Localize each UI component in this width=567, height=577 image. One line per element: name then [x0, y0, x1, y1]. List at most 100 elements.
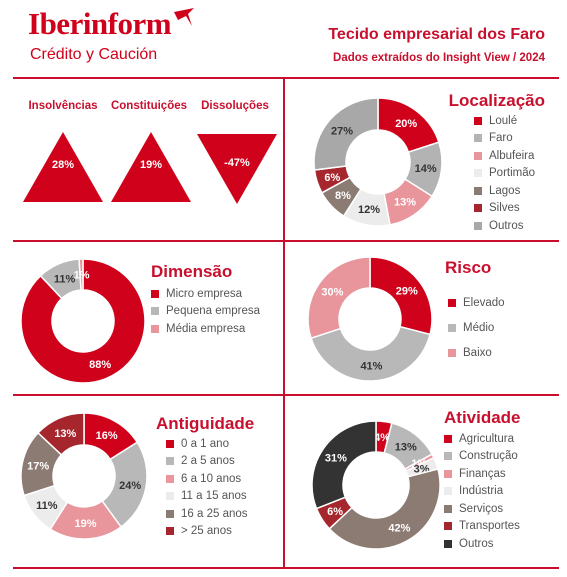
- legend-item: Pequena empresa: [151, 303, 260, 321]
- indicator-value: -47%: [224, 157, 250, 169]
- legend-swatch: [151, 289, 159, 298]
- legend-label: Transportes: [459, 520, 520, 533]
- page-subtitle: Dados extraídos do Insight View / 2024: [333, 52, 545, 64]
- legend-label: 0 a 1 ano: [181, 437, 229, 450]
- legend-label: 6 a 10 anos: [181, 472, 242, 485]
- legend-item: Elevado: [448, 290, 505, 315]
- slice-label: 19%: [74, 518, 96, 530]
- divider-bottom: [13, 567, 559, 569]
- indicators-panel: Insolvências Constituições Dissoluções 2…: [20, 100, 280, 220]
- legend-swatch: [474, 169, 482, 178]
- slice-label: 11%: [54, 273, 76, 285]
- legend-dimensao: Micro empresa Pequena empresa Média empres…: [151, 285, 260, 338]
- chart-title: Atividade: [444, 408, 521, 427]
- legend-label: Outros: [459, 537, 494, 550]
- legend-item: Silves: [474, 200, 535, 218]
- slice-label: 88%: [89, 359, 111, 371]
- legend-atividade: Agricultura Construção Finanças Indústria Se…: [444, 430, 520, 553]
- slice-label: 24%: [119, 480, 141, 492]
- legend-label: Elevado: [463, 296, 505, 309]
- legend-swatch: [444, 434, 452, 443]
- legend-label: Lagos: [489, 184, 521, 197]
- legend-label: Micro empresa: [166, 287, 243, 300]
- legend-item: 0 a 1 ano: [166, 435, 248, 453]
- legend-item: Serviços: [444, 500, 520, 518]
- legend-label: Construção: [459, 450, 518, 463]
- legend-label: Outros: [489, 219, 524, 232]
- legend-item: > 25 anos: [166, 523, 248, 541]
- legend-item: Portimão: [474, 165, 535, 183]
- slice-label: 6%: [324, 172, 340, 184]
- legend-item: Baixo: [448, 340, 505, 365]
- legend-item: 16 a 25 anos: [166, 505, 248, 523]
- donut-slice: [313, 97, 379, 171]
- donut-chart-localizacao: 20% 14% 13% 12% 8% 6% 27%: [313, 97, 443, 227]
- legend-swatch: [444, 504, 452, 513]
- slice-label: 30%: [321, 287, 343, 299]
- legend-label: Média empresa: [166, 322, 246, 335]
- legend-item: Construção: [444, 448, 520, 466]
- legend-swatch: [448, 323, 456, 332]
- legend-item: Indústria: [444, 483, 520, 501]
- legend-label: 2 a 5 anos: [181, 455, 235, 468]
- legend-item: 11 a 15 anos: [166, 488, 248, 506]
- divider-top: [13, 77, 559, 79]
- donut-slice: [311, 420, 377, 510]
- chart-title: Dimensão: [151, 262, 233, 281]
- legend-swatch: [166, 527, 174, 536]
- legend-item: Médio: [448, 315, 505, 340]
- legend-swatch: [151, 307, 159, 316]
- donut-slice: [37, 412, 85, 456]
- slice-label: 13%: [54, 428, 76, 440]
- indicator-label: Insolvências: [28, 100, 98, 112]
- chart-title: Risco: [445, 258, 492, 277]
- legend-swatch: [444, 487, 452, 496]
- donut-chart-antiguidade: 16% 24% 19% 11% 17% 13%: [20, 412, 148, 540]
- legend-label: Faro: [489, 132, 513, 145]
- slice-label: 13%: [395, 442, 417, 454]
- legend-swatch: [448, 298, 456, 307]
- slice-label: 42%: [388, 523, 410, 535]
- donut-slice: [369, 256, 433, 336]
- legend-label: Loulé: [489, 114, 518, 127]
- donut-slice: [310, 325, 431, 382]
- legend-swatch: [444, 522, 452, 531]
- donut-chart-risco: 29% 41% 30%: [307, 256, 433, 382]
- donut-slice: [20, 258, 146, 384]
- slice-label: 4%: [374, 432, 390, 444]
- legend-swatch: [444, 539, 452, 548]
- slice-label: 13%: [394, 197, 416, 209]
- slice-label: 1%: [74, 270, 90, 282]
- slice-label: 31%: [325, 453, 347, 465]
- slice-label: 11%: [36, 500, 58, 512]
- divider-row-2: [13, 394, 559, 396]
- legend-label: 11 a 15 anos: [181, 490, 247, 503]
- donut-slice: [307, 256, 371, 340]
- legend-swatch: [474, 186, 482, 195]
- slice-label: 27%: [331, 125, 353, 137]
- slice-label: 8%: [335, 190, 351, 202]
- donut-slice: [328, 468, 441, 550]
- legend-swatch: [166, 492, 174, 501]
- slice-label: 29%: [396, 285, 418, 297]
- slice-label: 14%: [415, 163, 437, 175]
- legend-label: Silves: [489, 202, 520, 215]
- slice-label: 6%: [327, 506, 343, 518]
- legend-item: Outros: [474, 217, 535, 235]
- triangle-up-icon: [23, 132, 103, 202]
- indicator-label: Constituições: [110, 100, 188, 112]
- brand-subtitle: Crédito y Caución: [30, 46, 158, 63]
- legend-swatch: [166, 509, 174, 518]
- legend-swatch: [166, 457, 174, 466]
- legend-item: Loulé: [474, 112, 535, 130]
- legend-item: Micro empresa: [151, 285, 260, 303]
- donut-chart-atividade: 4%13%1%3%42%6%31%: [311, 420, 441, 550]
- brand-logo: Iberinform: [28, 8, 172, 39]
- legend-item: Agricultura: [444, 430, 520, 448]
- indicator-value: 28%: [51, 159, 75, 171]
- plane-logo-icon: [174, 8, 194, 26]
- donut-chart-dimensao: 88% 11%1%: [20, 258, 146, 384]
- triangle-down-icon: [197, 134, 277, 204]
- legend-item: Média empresa: [151, 320, 260, 338]
- page-title: Tecido empresarial dos Faro: [328, 26, 545, 43]
